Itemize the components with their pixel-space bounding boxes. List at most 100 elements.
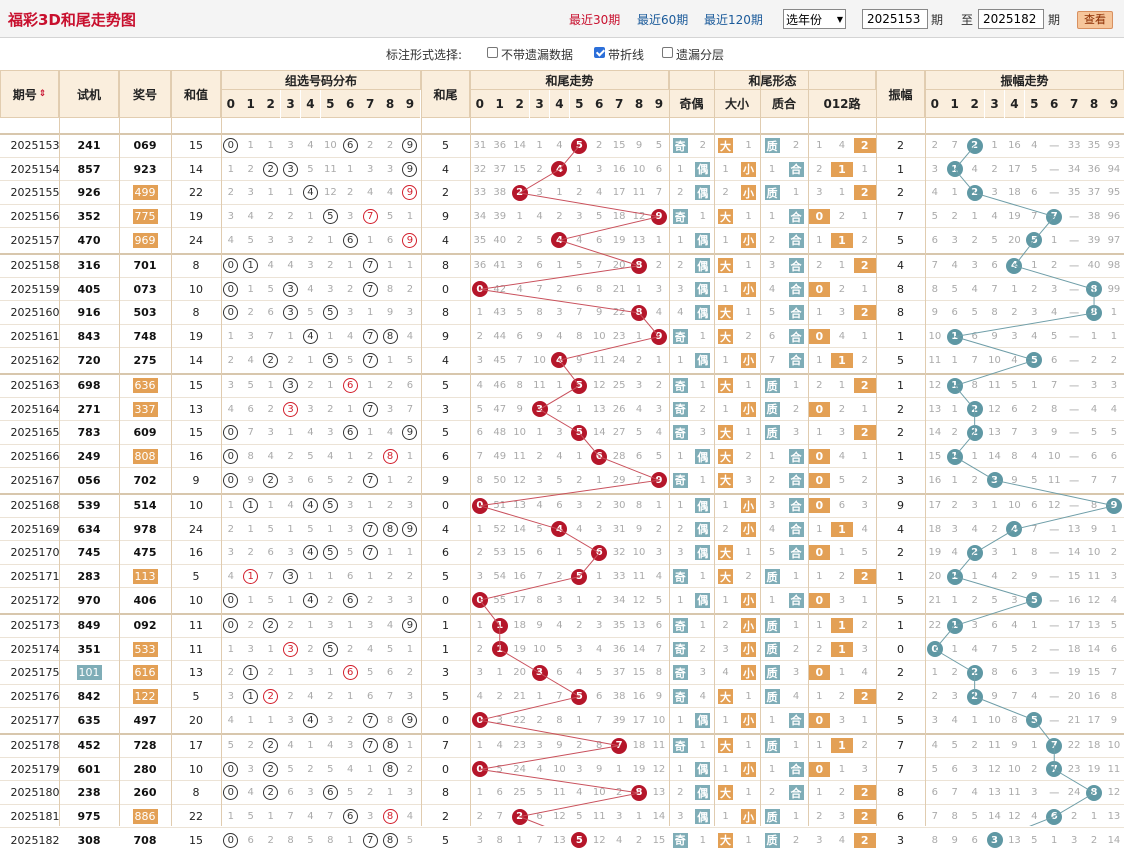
number-circle: 1 [243, 665, 259, 681]
group-cell: 4 [267, 260, 274, 272]
group-cell: 8 [380, 758, 400, 782]
number-circle: 3 [283, 378, 299, 394]
route-cell: 1 [861, 403, 868, 415]
amp-trend-cell: 1 [1110, 523, 1118, 535]
col-prize-header-label: 奖号 [132, 87, 157, 102]
tail-trend-cell: 15 [612, 140, 626, 152]
form-tag: 偶 [695, 521, 711, 537]
form-size-cell: 1 [745, 307, 752, 319]
form-parity-cell: 2 [677, 523, 684, 535]
form-prime-cell: 1 [768, 714, 776, 726]
sum-cell: 13 [189, 666, 203, 680]
tail-trend-cell: 2 [476, 811, 484, 823]
tail-trend-cell: 7 [476, 451, 484, 463]
amp-trend-cell: 一 [1069, 356, 1080, 368]
form-prime-cell: 2 [792, 140, 800, 152]
form-parity-cell: 奇 [669, 421, 692, 445]
tail-ball: 3 [531, 664, 548, 681]
tail-trend-cell: 7 [596, 260, 603, 272]
group-cell: 5 [321, 638, 341, 662]
group-cell: 7 [360, 325, 380, 349]
route-tag: 2 [853, 258, 876, 274]
route-cell: 1 [830, 348, 854, 372]
group-cell: 5 [307, 523, 314, 535]
period-cell: 2025180 [10, 786, 60, 800]
checkbox-polyline[interactable] [594, 47, 605, 58]
form-tag: 合 [788, 472, 804, 488]
amp-trend-cell: 一 [1049, 669, 1060, 681]
form-size-cell: 大 [714, 541, 737, 565]
year-select[interactable]: 选年份 ▼ [783, 9, 846, 29]
group-cell: 1 [406, 211, 414, 223]
amp-trend-cell: 4 [1051, 307, 1058, 319]
group-cell: 2 [386, 140, 394, 152]
amp-trend-cell: 95 [1107, 187, 1121, 199]
group-cell: 2 [247, 620, 254, 632]
amp-trend-cell: 3 [1070, 834, 1078, 846]
tail-digit-header: 1 [489, 90, 510, 118]
amp-trend-cell: 10 [1008, 500, 1021, 512]
tail-trend-cell: 2 [596, 500, 603, 512]
form-tag: 质 [764, 569, 780, 585]
query-button[interactable]: 查看 [1077, 11, 1113, 29]
period-from-input[interactable]: 2025153 [862, 9, 928, 29]
group-cell: 5 [386, 211, 394, 223]
form-size-cell: 1 [745, 427, 752, 439]
tail-trend-cell: 3 [476, 667, 484, 679]
column-divider [59, 70, 60, 826]
amp-ball: 3 [986, 472, 1003, 489]
form-tag: 小 [741, 521, 756, 537]
form-parity-cell: 偶 [692, 348, 715, 372]
range-link-120[interactable]: 最近120期 [704, 13, 763, 27]
form-tag: 奇 [672, 138, 688, 154]
tail-trend-cell: 5 [476, 403, 484, 415]
col-period-header[interactable]: 期号 ⇕ [0, 70, 59, 118]
sort-icon[interactable]: ⇕ [38, 89, 47, 99]
route-cell: 2 [816, 380, 823, 392]
amp-trend-cell: 3 [1110, 571, 1118, 583]
amp-ball: 2 [966, 137, 983, 154]
group-cell: 1 [227, 811, 235, 823]
tail-trend-cell: 3 [556, 307, 563, 319]
tail-trend-cell: 1 [490, 638, 510, 662]
amp-trend-cell: 7 [951, 140, 958, 152]
tail-trend-cell: 8 [536, 594, 543, 606]
range-link-30[interactable]: 最近30期 [569, 13, 621, 27]
range-link-60[interactable]: 最近60期 [637, 13, 689, 27]
route-cell: 0 [808, 758, 831, 782]
checkbox-layered[interactable] [662, 47, 673, 58]
group-cell: 4 [366, 643, 374, 655]
group-cell: 1 [227, 643, 235, 655]
tail-trend-cell: 3 [476, 571, 484, 583]
form-parity-cell: 奇 [669, 205, 692, 229]
amp-trend-cell: 一 [1069, 262, 1080, 274]
amp-trend-cell: 2 [1090, 834, 1098, 846]
amp-trend-cell: 2 [1031, 643, 1038, 655]
checkbox-no-missing-label[interactable]: 不带遗漏数据 [501, 48, 574, 62]
amp-trend-cell: 18 [1087, 740, 1101, 752]
checkbox-no-missing[interactable] [487, 47, 498, 58]
checkbox-polyline-label[interactable]: 带折线 [608, 48, 645, 62]
amp-trend-cell: 12 [1087, 594, 1101, 606]
checkbox-layered-label[interactable]: 遗漏分层 [676, 48, 725, 62]
amp-trend-cell: 97 [1107, 234, 1121, 246]
sum-cell: 11 [189, 619, 203, 633]
amp-trend-cell: 4 [971, 523, 978, 535]
amp-trend-cell: 20 [1008, 234, 1021, 246]
tail-trend-cell: 6 [496, 787, 503, 799]
group-cell: 6 [267, 307, 274, 319]
tail-trend-cell: 12 [632, 211, 646, 223]
group-cell: 5 [247, 811, 254, 823]
period-to-input[interactable]: 2025182 [978, 9, 1044, 29]
sum-cell: 10 [189, 282, 203, 296]
amp-trend-cell: 11 [1107, 763, 1121, 775]
tail-trend-cell: 16 [632, 691, 646, 703]
route-tag: 0 [808, 545, 831, 561]
tail-trend-cell: 1 [536, 140, 543, 152]
tail-trend-cell: 2 [476, 547, 484, 559]
number-circle: 0 [223, 592, 239, 608]
route-cell: 1 [838, 380, 846, 392]
group-cell: 1 [241, 685, 261, 709]
route-cell: 0 [808, 494, 831, 518]
tail-trend-cell: 6 [589, 445, 609, 469]
